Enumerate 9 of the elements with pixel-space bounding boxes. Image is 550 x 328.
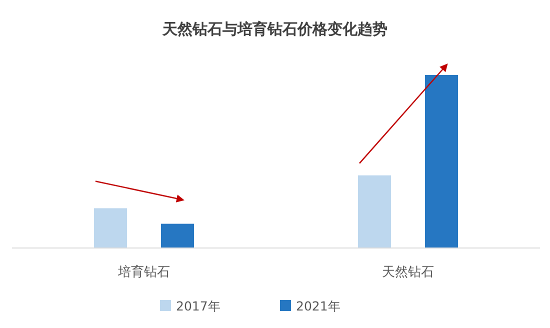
x-tick-label: 天然钻石	[382, 265, 434, 280]
x-tick-label: 培育钻石	[117, 264, 170, 280]
legend-label: 2021年	[296, 298, 341, 314]
legend-label: 2017年	[176, 298, 221, 314]
bar	[358, 175, 391, 248]
bar	[425, 75, 458, 248]
chart-title: 天然钻石与培育钻石价格变化趋势	[162, 20, 388, 38]
bar	[94, 208, 127, 248]
bar	[161, 224, 194, 248]
